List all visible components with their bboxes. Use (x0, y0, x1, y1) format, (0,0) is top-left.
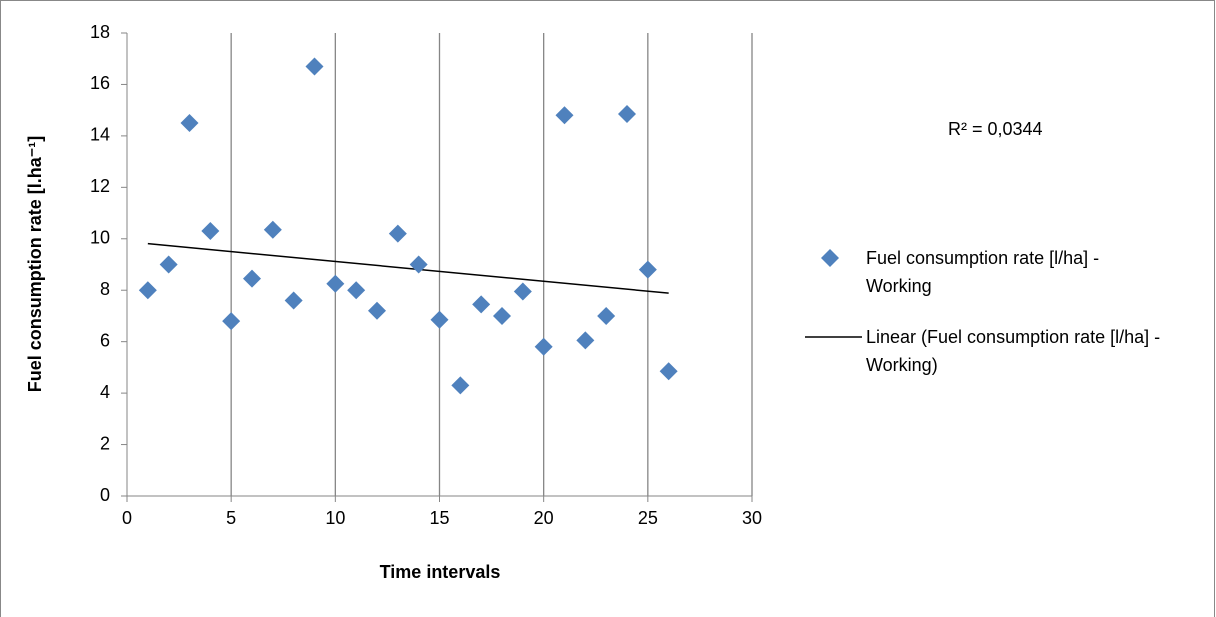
data-point (618, 105, 636, 124)
y-tick-label: 0 (100, 485, 110, 505)
x-tick-label: 0 (122, 508, 132, 528)
data-point (430, 310, 449, 329)
data-point (388, 224, 407, 243)
data-point (513, 282, 532, 301)
data-point (243, 269, 261, 288)
y-tick-label: 14 (90, 125, 110, 145)
y-tick-label: 10 (90, 228, 110, 248)
x-tick-label: 5 (226, 508, 236, 528)
x-tick-label: 10 (325, 508, 345, 528)
annotation: R² = 0,0344 (948, 119, 1043, 139)
data-point (472, 295, 491, 314)
x-tick-label: 20 (534, 508, 554, 528)
y-tick-label: 6 (100, 330, 110, 350)
data-point (659, 362, 678, 381)
data-point (347, 281, 366, 300)
data-point (576, 331, 595, 350)
y-tick-label: 2 (100, 433, 110, 453)
data-point (263, 220, 282, 239)
data-point (597, 306, 616, 325)
trendline (147, 242, 669, 294)
data-point (638, 260, 657, 279)
data-point (180, 114, 199, 133)
data-point (451, 376, 470, 395)
data-point (534, 337, 553, 356)
data-point (409, 255, 428, 274)
data-point (555, 106, 574, 125)
legend-marker (821, 249, 839, 267)
y-tick-label: 18 (90, 22, 110, 42)
data-point (326, 274, 345, 293)
data-point (284, 291, 303, 310)
legend-label: Linear (Fuel consumption rate [l/ha] - W… (866, 327, 1161, 375)
data-point (305, 57, 324, 76)
x-tick-label: 30 (742, 508, 762, 528)
data-point (222, 312, 241, 331)
y-tick-label: 8 (100, 279, 110, 299)
data-point (493, 306, 511, 325)
x-tick-label: 25 (638, 508, 658, 528)
x-tick-label: 15 (429, 508, 449, 528)
y-tick-label: 4 (100, 382, 110, 402)
data-point (201, 222, 220, 241)
data-point (138, 281, 157, 300)
data-point (159, 255, 178, 274)
x-axis-title: Time intervals (380, 562, 501, 582)
y-tick-label: 16 (90, 73, 110, 93)
data-point (368, 301, 386, 320)
legend-label: Fuel consumption rate [l/ha] - Working (866, 248, 1100, 296)
y-tick-label: 12 (90, 176, 110, 196)
y-axis-title: Fuel consumption rate [l.ha⁻¹] (25, 136, 45, 393)
